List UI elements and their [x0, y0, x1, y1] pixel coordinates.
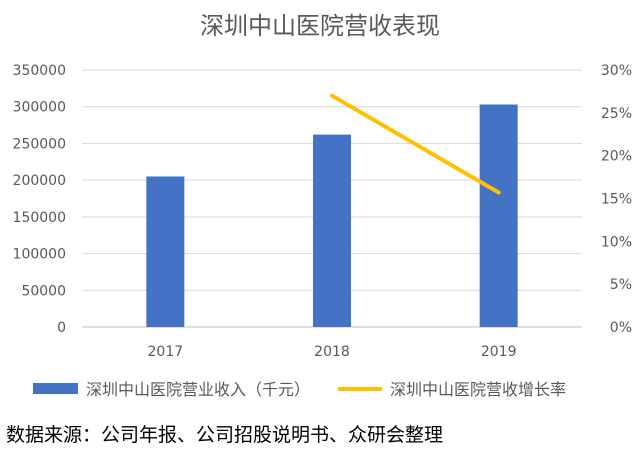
- growth-line-series: [330, 93, 501, 195]
- growth-point: [496, 190, 501, 195]
- revenue-bar: [146, 176, 185, 327]
- right-axis-tick-label: 10%: [601, 234, 632, 250]
- right-axis-tick-label: 30%: [601, 63, 632, 79]
- revenue-bar: [313, 134, 351, 327]
- chart-title: 深圳中山医院营收表现: [200, 12, 440, 40]
- x-axis-tick-label: 2017: [148, 344, 184, 360]
- legend: 深圳中山医院营业收入（千元） 深圳中山医院营收增长率: [33, 380, 566, 399]
- left-axis-tick-label: 300000: [13, 100, 66, 116]
- left-axis-tick-label: 150000: [13, 210, 66, 226]
- revenue-bar: [479, 104, 518, 327]
- left-axis-tick-label: 50000: [21, 283, 66, 299]
- right-axis-tick-label: 15%: [601, 192, 632, 208]
- revenue-bars: [146, 104, 518, 327]
- right-axis-tick-label: 0%: [610, 320, 632, 336]
- left-axis-tick-label: 200000: [13, 173, 66, 189]
- right-axis-ticks: 0% 5% 10% 15% 20% 25% 30%: [601, 63, 632, 336]
- left-axis-tick-label: 0: [57, 320, 66, 336]
- x-axis-ticks: 2017 2018 2019: [148, 344, 517, 360]
- left-axis-ticks: 0 50000 100000 150000 200000 250000 300000 3500…: [13, 63, 66, 336]
- growth-point: [330, 93, 334, 98]
- x-axis-tick-label: 2018: [314, 344, 350, 360]
- left-axis-tick-label: 250000: [13, 136, 66, 152]
- right-axis-tick-label: 5%: [610, 277, 632, 293]
- growth-line: [330, 93, 501, 195]
- right-axis-tick-label: 20%: [601, 149, 632, 165]
- left-axis-tick-label: 350000: [13, 63, 66, 79]
- legend-swatch-revenue: [33, 383, 78, 394]
- source-note: 数据来源：公司年报、公司招股说明书、众研会整理: [6, 424, 444, 446]
- left-axis-tick-label: 100000: [13, 247, 66, 263]
- chart-canvas: 深圳中山医院营收表现 0 50000 100000 150000 200000 25000…: [13, 12, 632, 399]
- legend-label-revenue: 深圳中山医院营业收入（千元）: [86, 380, 310, 399]
- x-axis-tick-label: 2019: [481, 344, 517, 360]
- right-axis-tick-label: 25%: [601, 106, 632, 122]
- legend-label-growth: 深圳中山医院营收增长率: [390, 380, 566, 399]
